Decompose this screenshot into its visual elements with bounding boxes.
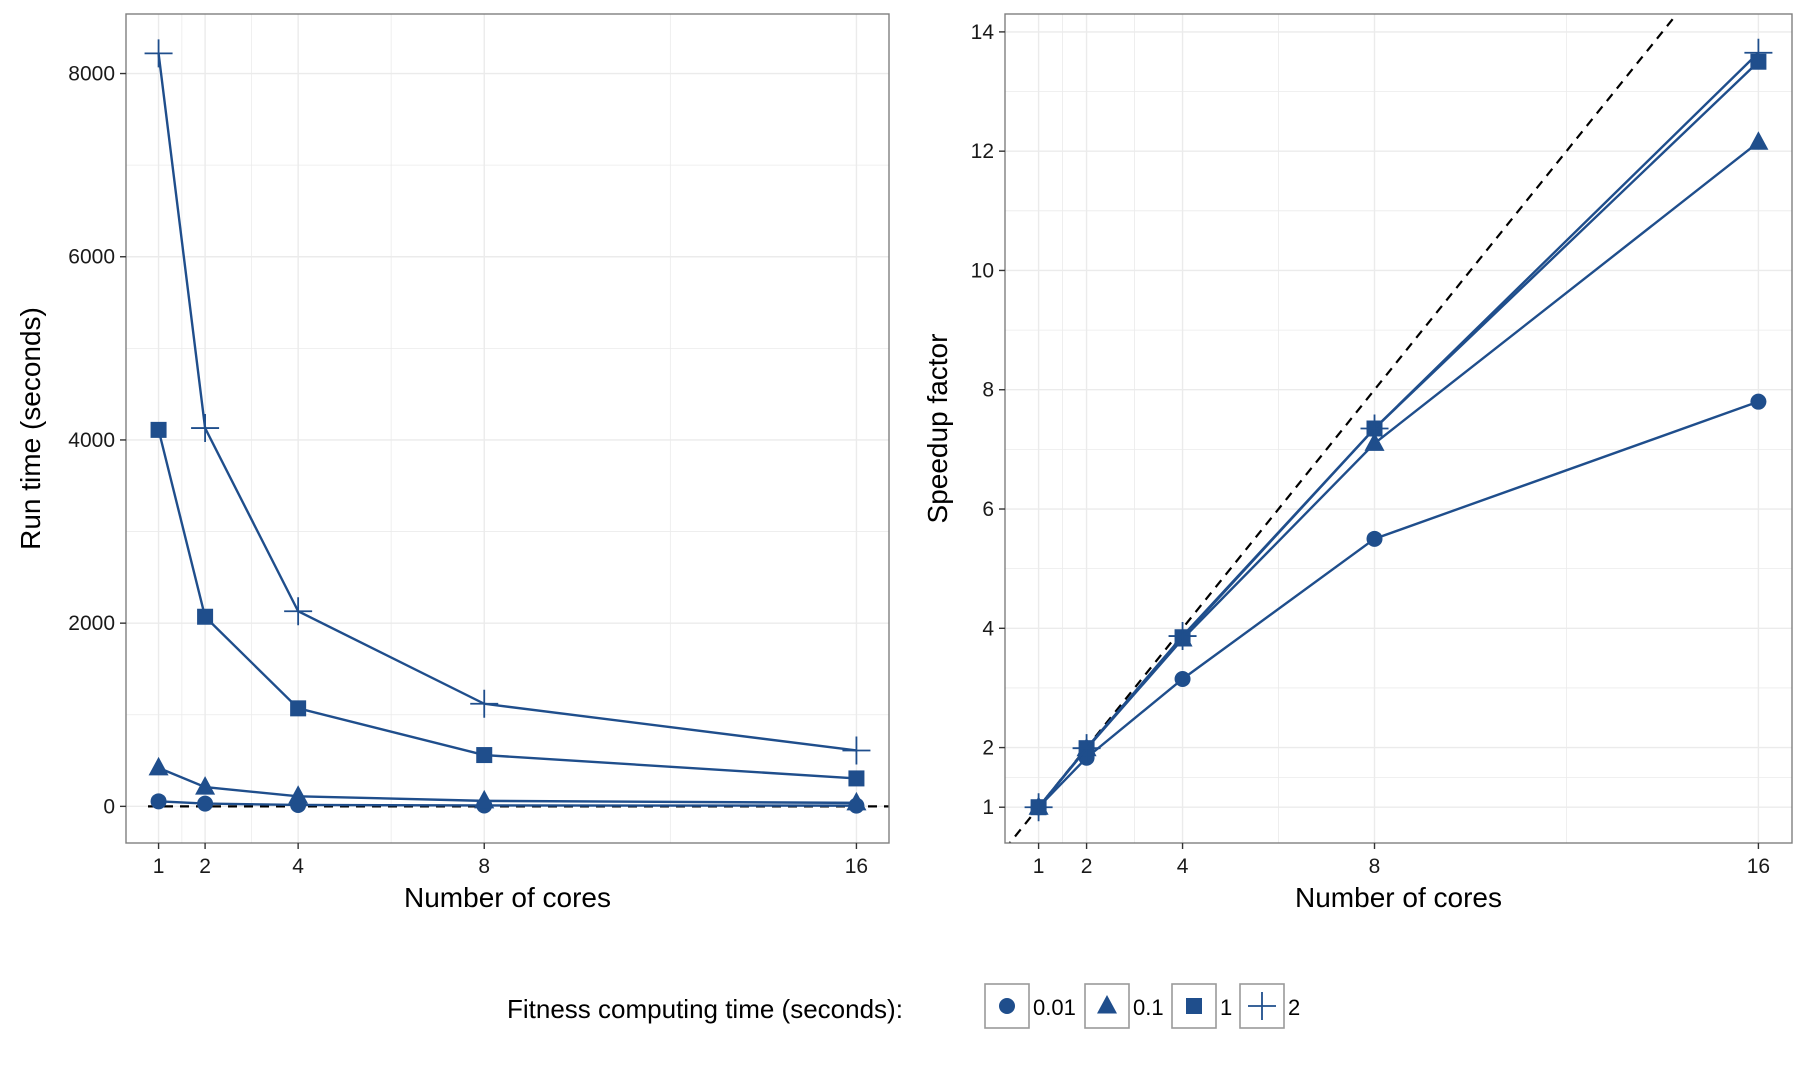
data-point-0.01-8 [1366, 530, 1383, 547]
y-tick-label: 8 [982, 379, 994, 402]
data-point-0.01-16 [1750, 393, 1767, 410]
data-point-2-1 [1024, 793, 1053, 822]
data-point-2-2 [191, 414, 220, 443]
y-tick-label: 1 [982, 796, 994, 819]
legend-label: 2 [1288, 995, 1300, 1020]
x-tick-label: 2 [1081, 855, 1093, 878]
y-axis-title: Speedup factor [922, 334, 953, 524]
y-tick-label: 4000 [68, 429, 115, 452]
legend-key-triangle [1097, 995, 1117, 1014]
series-2 [1024, 38, 1773, 822]
y-tick-label: 2000 [68, 612, 115, 635]
x-tick-label: 16 [845, 855, 868, 878]
x-tick-label: 1 [1033, 855, 1045, 878]
data-point-0.1-16 [846, 791, 867, 811]
data-point-2-16 [842, 736, 871, 765]
legend-label: 0.1 [1133, 995, 1164, 1020]
x-tick-label: 16 [1747, 855, 1770, 878]
data-point-0.1-8 [474, 789, 495, 809]
series-0.1 [148, 756, 867, 811]
legend-item-0.01: 0.01 [984, 983, 1076, 1029]
y-tick-label: 14 [971, 21, 995, 44]
x-tick-label: 8 [1369, 855, 1381, 878]
x-tick-label: 4 [1177, 855, 1189, 878]
legend-label: 1 [1220, 995, 1232, 1020]
data-point-1-4 [290, 700, 307, 717]
legend-key-plus [1248, 992, 1276, 1020]
series-1 [150, 421, 865, 787]
x-axis-title: Number of cores [1295, 882, 1502, 913]
data-point-2-2 [1072, 734, 1101, 763]
y-tick-label: 6000 [68, 246, 115, 269]
data-point-0.01-1 [150, 793, 167, 810]
data-point-2-4 [1168, 622, 1197, 651]
data-point-0.1-1 [148, 756, 169, 776]
legend-item-1: 1 [1171, 983, 1232, 1029]
x-tick-label: 8 [478, 855, 490, 878]
data-point-2-1 [144, 39, 173, 68]
data-point-2-4 [284, 597, 313, 626]
y-tick-label: 4 [982, 617, 994, 640]
panel-border [125, 13, 890, 844]
legend-key-square [1186, 998, 1202, 1014]
chart-panel-1: 0 2000 4000 6000 8000 1 2 4 8 16 Number of cores Ru… [15, 13, 890, 913]
legend-item-0.1: 0.1 [1084, 983, 1164, 1029]
data-point-2-8 [470, 689, 499, 718]
legend: Fitness computing time (seconds): 0.01 0.… [507, 983, 1300, 1029]
legend-key-circle [999, 998, 1015, 1014]
panel-border [1004, 13, 1793, 844]
data-point-0.1-16 [1748, 131, 1769, 150]
reference-line [1008, 14, 1679, 843]
x-tick-label: 2 [199, 855, 211, 878]
data-point-0.1-4 [288, 785, 309, 804]
data-point-0.01-4 [1174, 670, 1191, 687]
data-point-1-2 [197, 608, 214, 625]
data-point-2-16 [1744, 38, 1773, 67]
y-axis-title: Run time (seconds) [15, 307, 46, 550]
y-tick-label: 12 [971, 140, 994, 163]
y-tick-label: 6 [982, 498, 994, 521]
data-point-0.01-2 [197, 795, 214, 812]
legend-item-2: 2 [1239, 983, 1300, 1029]
y-tick-label: 0 [103, 795, 115, 818]
legend-label: 0.01 [1033, 995, 1076, 1020]
data-point-2-8 [1360, 414, 1389, 443]
legend-title: Fitness computing time (seconds): [507, 994, 903, 1024]
y-tick-label: 2 [982, 737, 994, 760]
y-tick-label: 10 [971, 259, 994, 282]
series-2 [144, 39, 871, 765]
y-tick-label: 8000 [68, 63, 115, 86]
gridlines [1005, 14, 1792, 843]
data-point-1-16 [848, 770, 865, 787]
data-point-1-1 [150, 421, 167, 438]
x-tick-label: 4 [292, 855, 304, 878]
data-point-0.1-2 [195, 776, 216, 795]
x-axis-title: Number of cores [404, 882, 611, 913]
data-point-1-8 [476, 747, 493, 764]
x-tick-label: 1 [153, 855, 165, 878]
